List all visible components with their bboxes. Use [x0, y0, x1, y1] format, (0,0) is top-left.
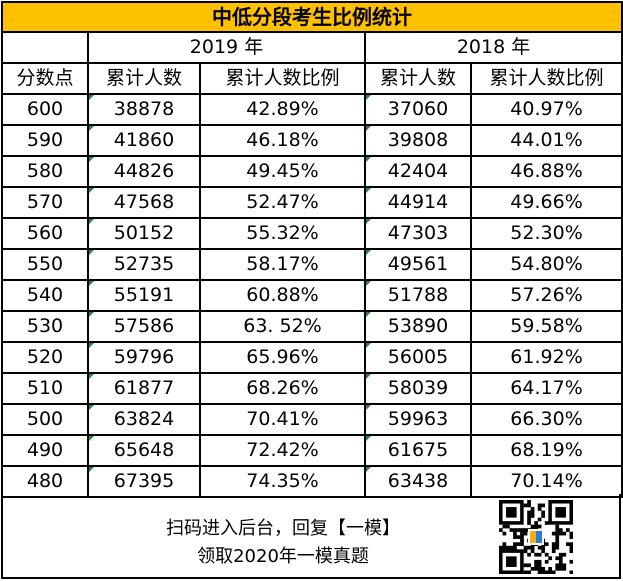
count-2019-cell: 63824 — [87, 403, 201, 436]
table-row: 560 50152 55.32% 47303 52.30% — [1, 217, 623, 250]
header-score: 分数点 — [1, 62, 89, 95]
score-cell: 500 — [1, 403, 89, 436]
ratio-2019-cell: 74.35% — [199, 465, 366, 498]
count-2018-cell: 39808 — [364, 124, 472, 157]
ratio-2019-cell: 58.17% — [199, 248, 366, 281]
ratio-2018-cell: 61.92% — [469, 341, 623, 374]
ratio-2018-cell: 66.30% — [469, 403, 623, 436]
footer-panel: 扫码进入后台，回复【一模】 领取2020年一模真题 — [1, 494, 621, 579]
score-cell: 590 — [1, 124, 89, 157]
count-2018-cell: 49561 — [364, 248, 472, 281]
ratio-2018-cell: 40.97% — [469, 93, 623, 126]
qr-code-icon[interactable] — [499, 500, 573, 574]
year-2019-header: 2019 年 — [87, 31, 366, 64]
count-2019-cell: 50152 — [87, 217, 201, 250]
score-cell: 600 — [1, 93, 89, 126]
ratio-2019-cell: 46.18% — [199, 124, 366, 157]
year-corner-cell — [1, 31, 89, 64]
count-2018-cell: 37060 — [364, 93, 472, 126]
header-ratio-2019: 累计人数比例 — [199, 62, 366, 95]
ratio-2018-cell: 44.01% — [469, 124, 623, 157]
year-2018-header: 2018 年 — [363, 31, 623, 64]
count-2019-cell: 57586 — [87, 310, 201, 343]
score-cell: 560 — [1, 217, 89, 250]
count-2018-cell: 42404 — [364, 155, 472, 188]
count-2018-cell: 63438 — [364, 465, 472, 498]
footer-line-1: 扫码进入后台，回复【一模】 — [166, 518, 400, 539]
count-2019-cell: 47568 — [87, 186, 201, 219]
count-2018-cell: 53890 — [364, 310, 472, 343]
table-row: 570 47568 52.47% 44914 49.66% — [1, 186, 623, 219]
header-ratio-2018: 累计人数比例 — [469, 62, 623, 95]
ratio-2018-cell: 68.19% — [469, 434, 623, 467]
ratio-2019-cell: 63. 52% — [199, 310, 366, 343]
ratio-2019-cell: 60.88% — [199, 279, 366, 312]
score-table: 中低分段考生比例统计 2019 年 2018 年 分数点 累计人数 累计人数比例… — [0, 1, 623, 498]
header-count-2018: 累计人数 — [364, 62, 472, 95]
ratio-2018-cell: 52.30% — [469, 217, 623, 250]
count-2018-cell: 61675 — [364, 434, 472, 467]
ratio-2018-cell: 49.66% — [469, 186, 623, 219]
ratio-2018-cell: 59.58% — [469, 310, 623, 343]
count-2018-cell: 59963 — [364, 403, 472, 436]
table-title: 中低分段考生比例统计 — [0, 1, 623, 33]
count-2019-cell: 44826 — [87, 155, 201, 188]
ratio-2019-cell: 72.42% — [199, 434, 366, 467]
table-row: 510 61877 68.26% 58039 64.17% — [1, 372, 623, 405]
count-2018-cell: 51788 — [364, 279, 472, 312]
ratio-2018-cell: 64.17% — [469, 372, 623, 405]
score-cell: 540 — [1, 279, 89, 312]
ratio-2019-cell: 52.47% — [199, 186, 366, 219]
count-2019-cell: 61877 — [87, 372, 201, 405]
count-2018-cell: 56005 — [364, 341, 472, 374]
count-2019-cell: 67395 — [87, 465, 201, 498]
score-cell: 580 — [1, 155, 89, 188]
count-2019-cell: 38878 — [87, 93, 201, 126]
ratio-2019-cell: 55.32% — [199, 217, 366, 250]
count-2019-cell: 55191 — [87, 279, 201, 312]
footer-line-2: 领取2020年一模真题 — [197, 546, 369, 567]
table-row: 590 41860 46.18% 39808 44.01% — [1, 124, 623, 157]
ratio-2018-cell: 46.88% — [469, 155, 623, 188]
ratio-2018-cell: 54.80% — [469, 248, 623, 281]
table-row: 600 38878 42.89% 37060 40.97% — [1, 93, 623, 126]
table-row: 500 63824 70.41% 59963 66.30% — [1, 403, 623, 436]
table-row: 480 67395 74.35% 63438 70.14% — [1, 465, 623, 498]
table-row: 580 44826 49.45% 42404 46.88% — [1, 155, 623, 188]
count-2019-cell: 59796 — [87, 341, 201, 374]
ratio-2019-cell: 65.96% — [199, 341, 366, 374]
score-cell: 570 — [1, 186, 89, 219]
score-cell: 550 — [1, 248, 89, 281]
score-cell: 520 — [1, 341, 89, 374]
count-2019-cell: 52735 — [87, 248, 201, 281]
count-2018-cell: 58039 — [364, 372, 472, 405]
count-2019-cell: 65648 — [87, 434, 201, 467]
ratio-2019-cell: 68.26% — [199, 372, 366, 405]
table-row: 490 65648 72.42% 61675 68.19% — [1, 434, 623, 467]
table-row: 520 59796 65.96% 56005 61.92% — [1, 341, 623, 374]
count-2018-cell: 47303 — [364, 217, 472, 250]
ratio-2018-cell: 57.26% — [469, 279, 623, 312]
score-cell: 490 — [1, 434, 89, 467]
table-row: 540 55191 60.88% 51788 57.26% — [1, 279, 623, 312]
table-row: 550 52735 58.17% 49561 54.80% — [1, 248, 623, 281]
score-cell: 480 — [1, 465, 89, 498]
count-2018-cell: 44914 — [364, 186, 472, 219]
header-count-2019: 累计人数 — [87, 62, 201, 95]
ratio-2019-cell: 49.45% — [199, 155, 366, 188]
ratio-2018-cell: 70.14% — [469, 465, 623, 498]
count-2019-cell: 41860 — [87, 124, 201, 157]
table-row: 530 57586 63. 52% 53890 59.58% — [1, 310, 623, 343]
score-cell: 530 — [1, 310, 89, 343]
ratio-2019-cell: 70.41% — [199, 403, 366, 436]
score-cell: 510 — [1, 372, 89, 405]
ratio-2019-cell: 42.89% — [199, 93, 366, 126]
